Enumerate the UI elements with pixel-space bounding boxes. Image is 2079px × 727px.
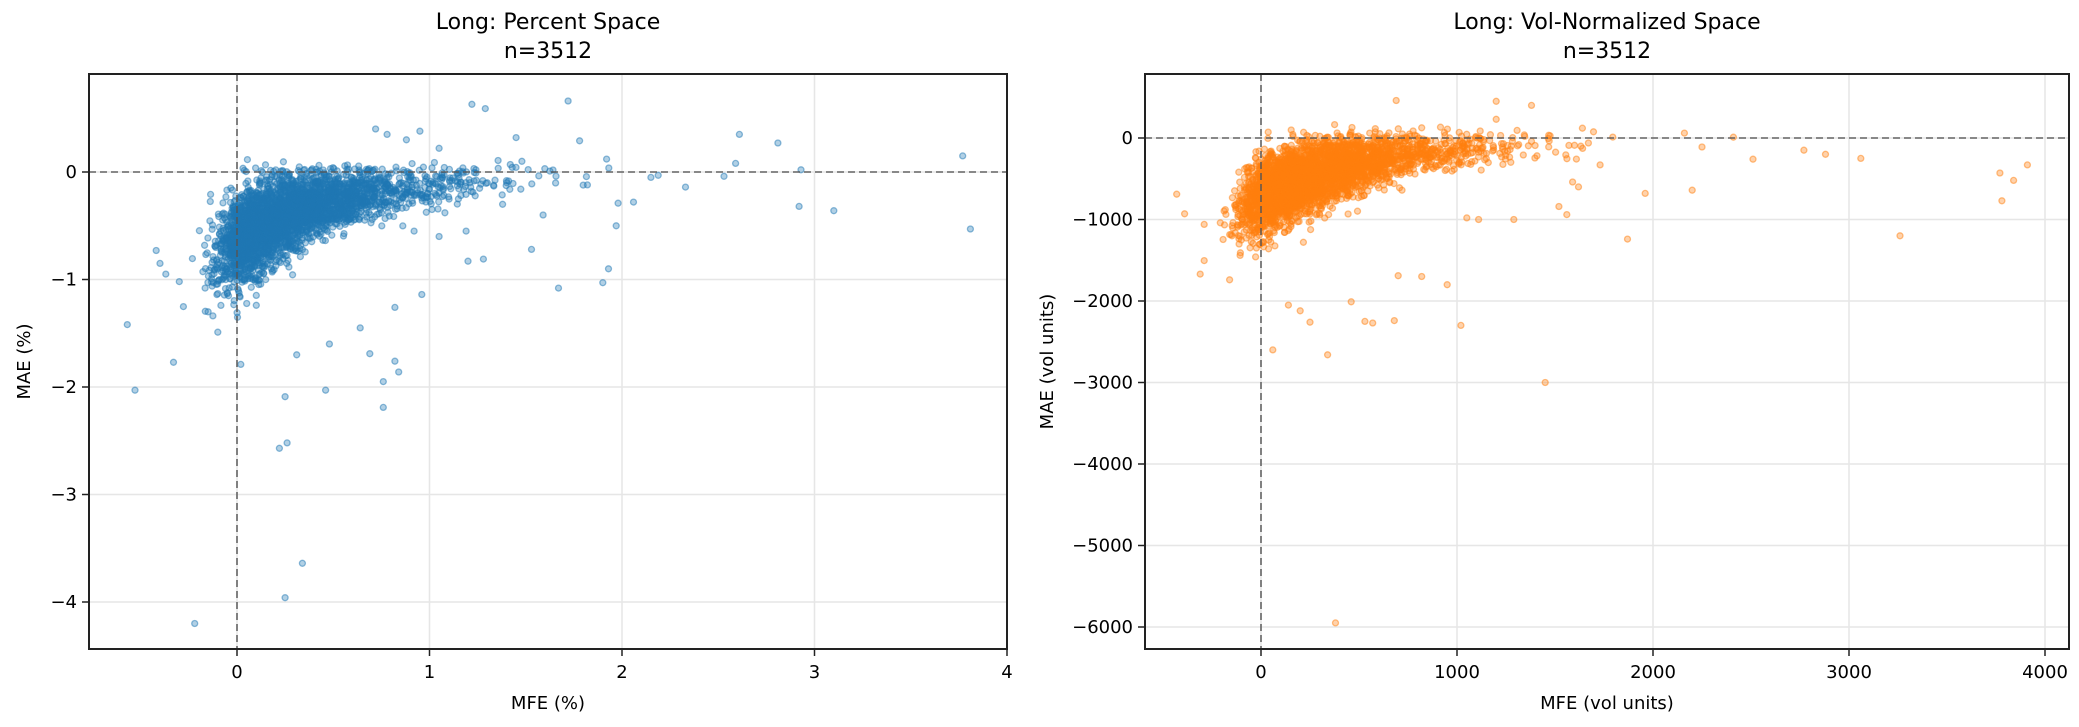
x-tick-label: 3000 (1826, 662, 1872, 683)
left-chart-title-text: Long: Percent Space (435, 10, 661, 35)
axis-ticks: 0 1 2 3 4 0 −1 −2 −3 −4 (50, 162, 1012, 683)
axes-frame (1144, 73, 2070, 650)
y-tick-label: −5000 (1072, 536, 1133, 557)
y-tick-label: 0 (66, 162, 77, 183)
left-chart-title: Long: Percent Space n=3512 (89, 8, 1007, 66)
x-tick-label: 4000 (2022, 662, 2068, 683)
y-tick-label: 0 (1122, 128, 1133, 149)
zero-reference-lines (1145, 74, 2069, 649)
x-tick-label: 1000 (1434, 662, 1480, 683)
x-axis-label: MFE (%) (511, 693, 585, 714)
right-chart-title-text: Long: Vol-Normalized Space (1453, 10, 1761, 35)
y-axis-label: MAE (vol units) (1037, 294, 1058, 430)
right-chart-title: Long: Vol-Normalized Space n=3512 (1145, 8, 2069, 66)
x-tick-label: 4 (1001, 662, 1012, 683)
y-tick-label: −4 (50, 592, 77, 613)
x-tick-label: 2000 (1630, 662, 1676, 683)
y-tick-label: −3000 (1072, 373, 1133, 394)
y-tick-label: −3 (50, 485, 77, 506)
x-tick-label: 2 (616, 662, 627, 683)
zero-reference-lines (89, 74, 1007, 649)
scatter-points (123, 97, 975, 628)
y-tick-label: −6000 (1072, 617, 1133, 638)
x-tick-label: 1 (424, 662, 435, 683)
right-chart-subtitle: n=3512 (1562, 39, 1652, 64)
x-tick-label: 0 (1255, 662, 1266, 683)
y-tick-label: −1000 (1072, 210, 1133, 231)
x-tick-label: 0 (231, 662, 242, 683)
y-axis-label: MAE (%) (14, 323, 35, 399)
left-chart-subtitle: n=3512 (503, 39, 593, 64)
y-tick-label: −1 (50, 270, 77, 291)
x-tick-label: 3 (809, 662, 820, 683)
axes-frame (88, 73, 1008, 650)
x-axis-label: MFE (vol units) (1540, 693, 1674, 714)
y-tick-label: −2 (50, 377, 77, 398)
axis-ticks: 0 1000 2000 3000 4000 0 −1000 −2000 −3000 −4000 −5… (1072, 128, 2068, 683)
y-tick-label: −2000 (1072, 291, 1133, 312)
scatter-points (1173, 96, 2032, 627)
y-tick-label: −4000 (1072, 454, 1133, 475)
